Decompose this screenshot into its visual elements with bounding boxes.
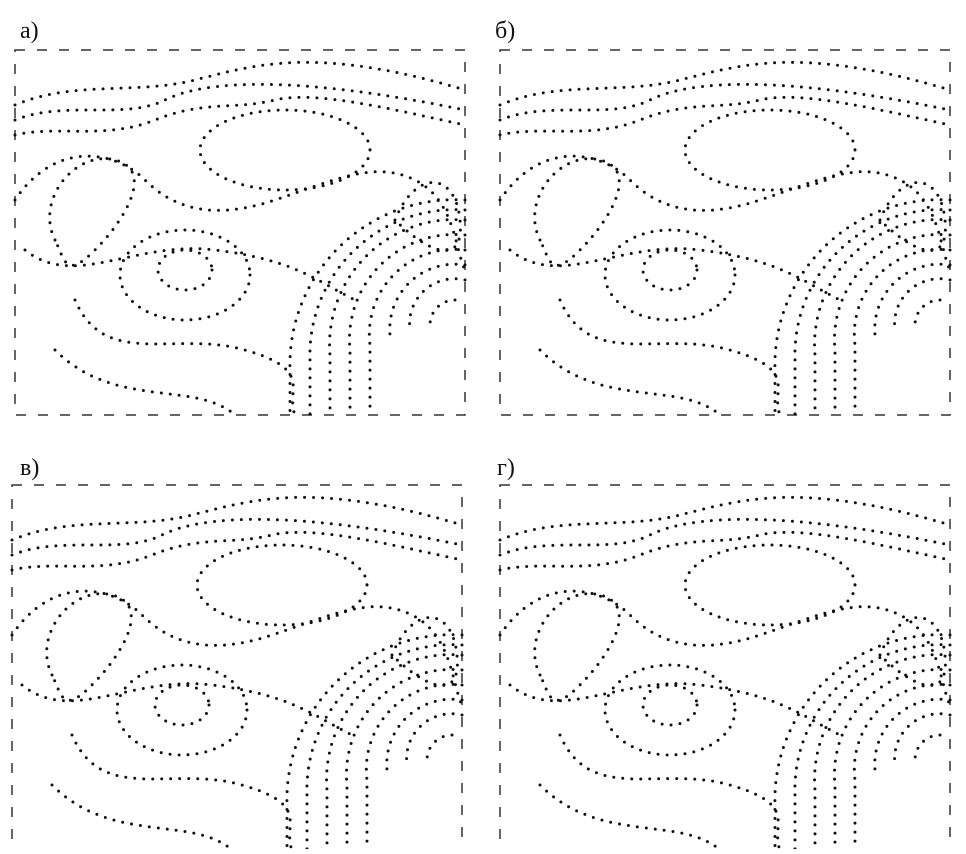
contour-panel	[13, 48, 467, 417]
panel-label: г)	[497, 455, 515, 481]
contour-panel	[498, 483, 952, 852]
panel-label: в)	[20, 455, 39, 481]
panel-label: а)	[20, 18, 39, 44]
contour-panel	[10, 483, 464, 852]
panel-label: б)	[495, 18, 515, 44]
contour-panel	[498, 48, 952, 417]
